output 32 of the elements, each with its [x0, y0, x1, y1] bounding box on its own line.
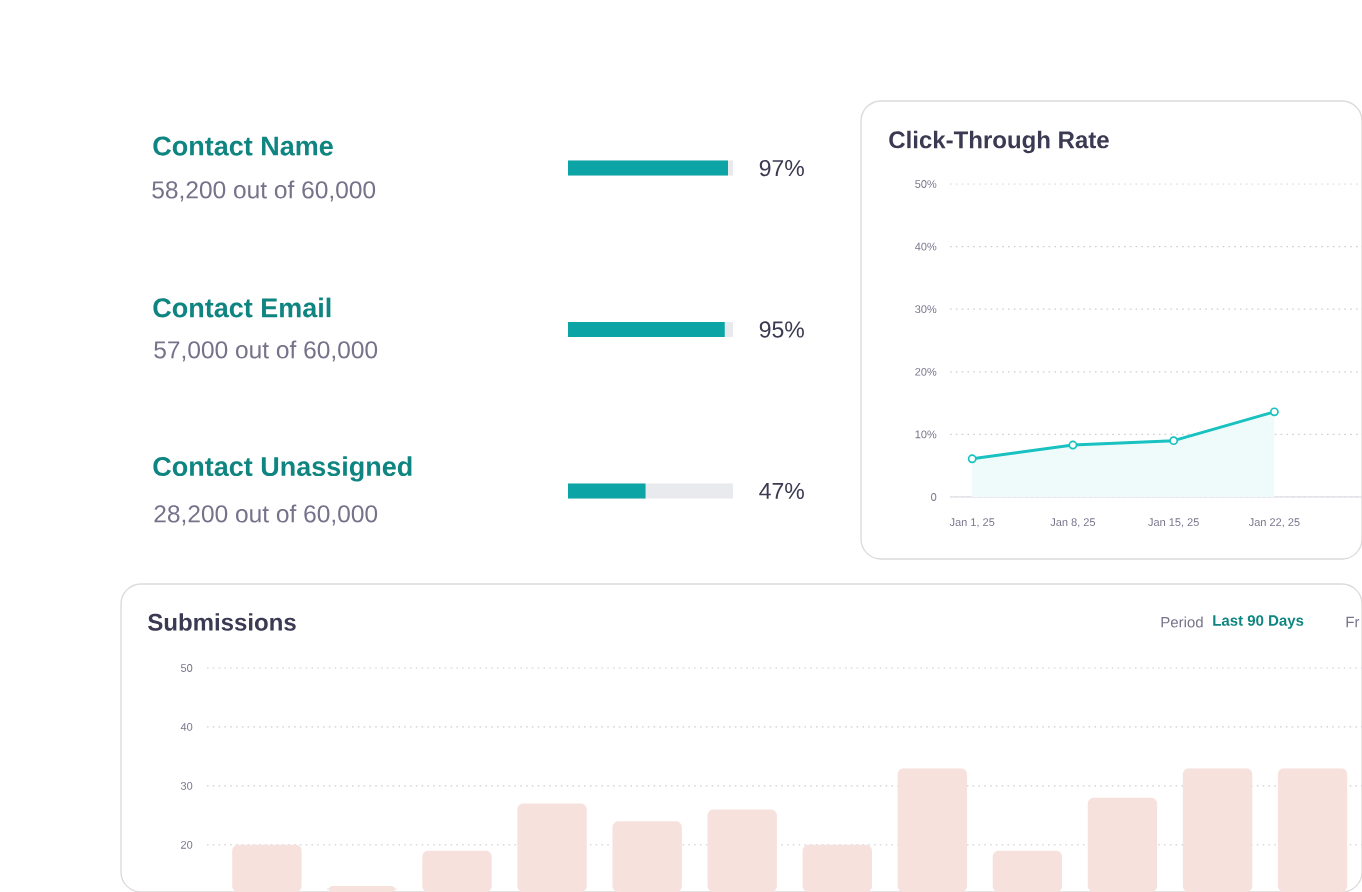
- y-tick-label: 50: [180, 664, 193, 672]
- y-tick-label: Contact Name: [153, 136, 333, 156]
- y-tick-label: 0: [931, 493, 937, 501]
- text: 58,200 out of 60,000: [152, 180, 376, 202]
- text: 28,200 out of 60,000: [154, 504, 378, 526]
- data-label: 95%: [759, 321, 804, 338]
- y-tick-label: 10%: [915, 430, 937, 439]
- point: [1269, 407, 1279, 417]
- y-tick-label: Contact Email: [153, 297, 331, 318]
- data-label: 47%: [759, 482, 804, 499]
- y-tick-label: 30: [180, 782, 193, 790]
- chart-title: Click-Through Rate: [889, 130, 1109, 154]
- y-tick-label: 50%: [915, 180, 937, 188]
- y-tick-label: 20%: [915, 367, 937, 376]
- y-tick-label: Contact Unassigned: [153, 456, 412, 482]
- text: Period: [1161, 616, 1203, 628]
- y-tick-label: 40%: [914, 242, 937, 251]
- y-tick-label: 20: [181, 840, 193, 849]
- text: 57,000 out of 60,000: [154, 340, 378, 362]
- y-tick-label: 40: [180, 723, 193, 731]
- x-tick-label: Jan 8, 25: [1050, 518, 1096, 528]
- text: Last 90 Days: [1213, 615, 1304, 629]
- x-tick-label: Jan 22, 25: [1248, 518, 1300, 528]
- chart-title: Submissions: [148, 613, 296, 631]
- x-tick-label: Jan 15, 25: [1148, 518, 1199, 528]
- text: Fr: [1346, 616, 1360, 628]
- y-tick-label: 30%: [915, 305, 937, 314]
- point: [1068, 440, 1078, 450]
- point: [1169, 436, 1179, 446]
- point: [967, 454, 977, 464]
- x-tick-label: Jan 1, 25: [949, 518, 995, 528]
- data-label: 97%: [759, 159, 804, 177]
